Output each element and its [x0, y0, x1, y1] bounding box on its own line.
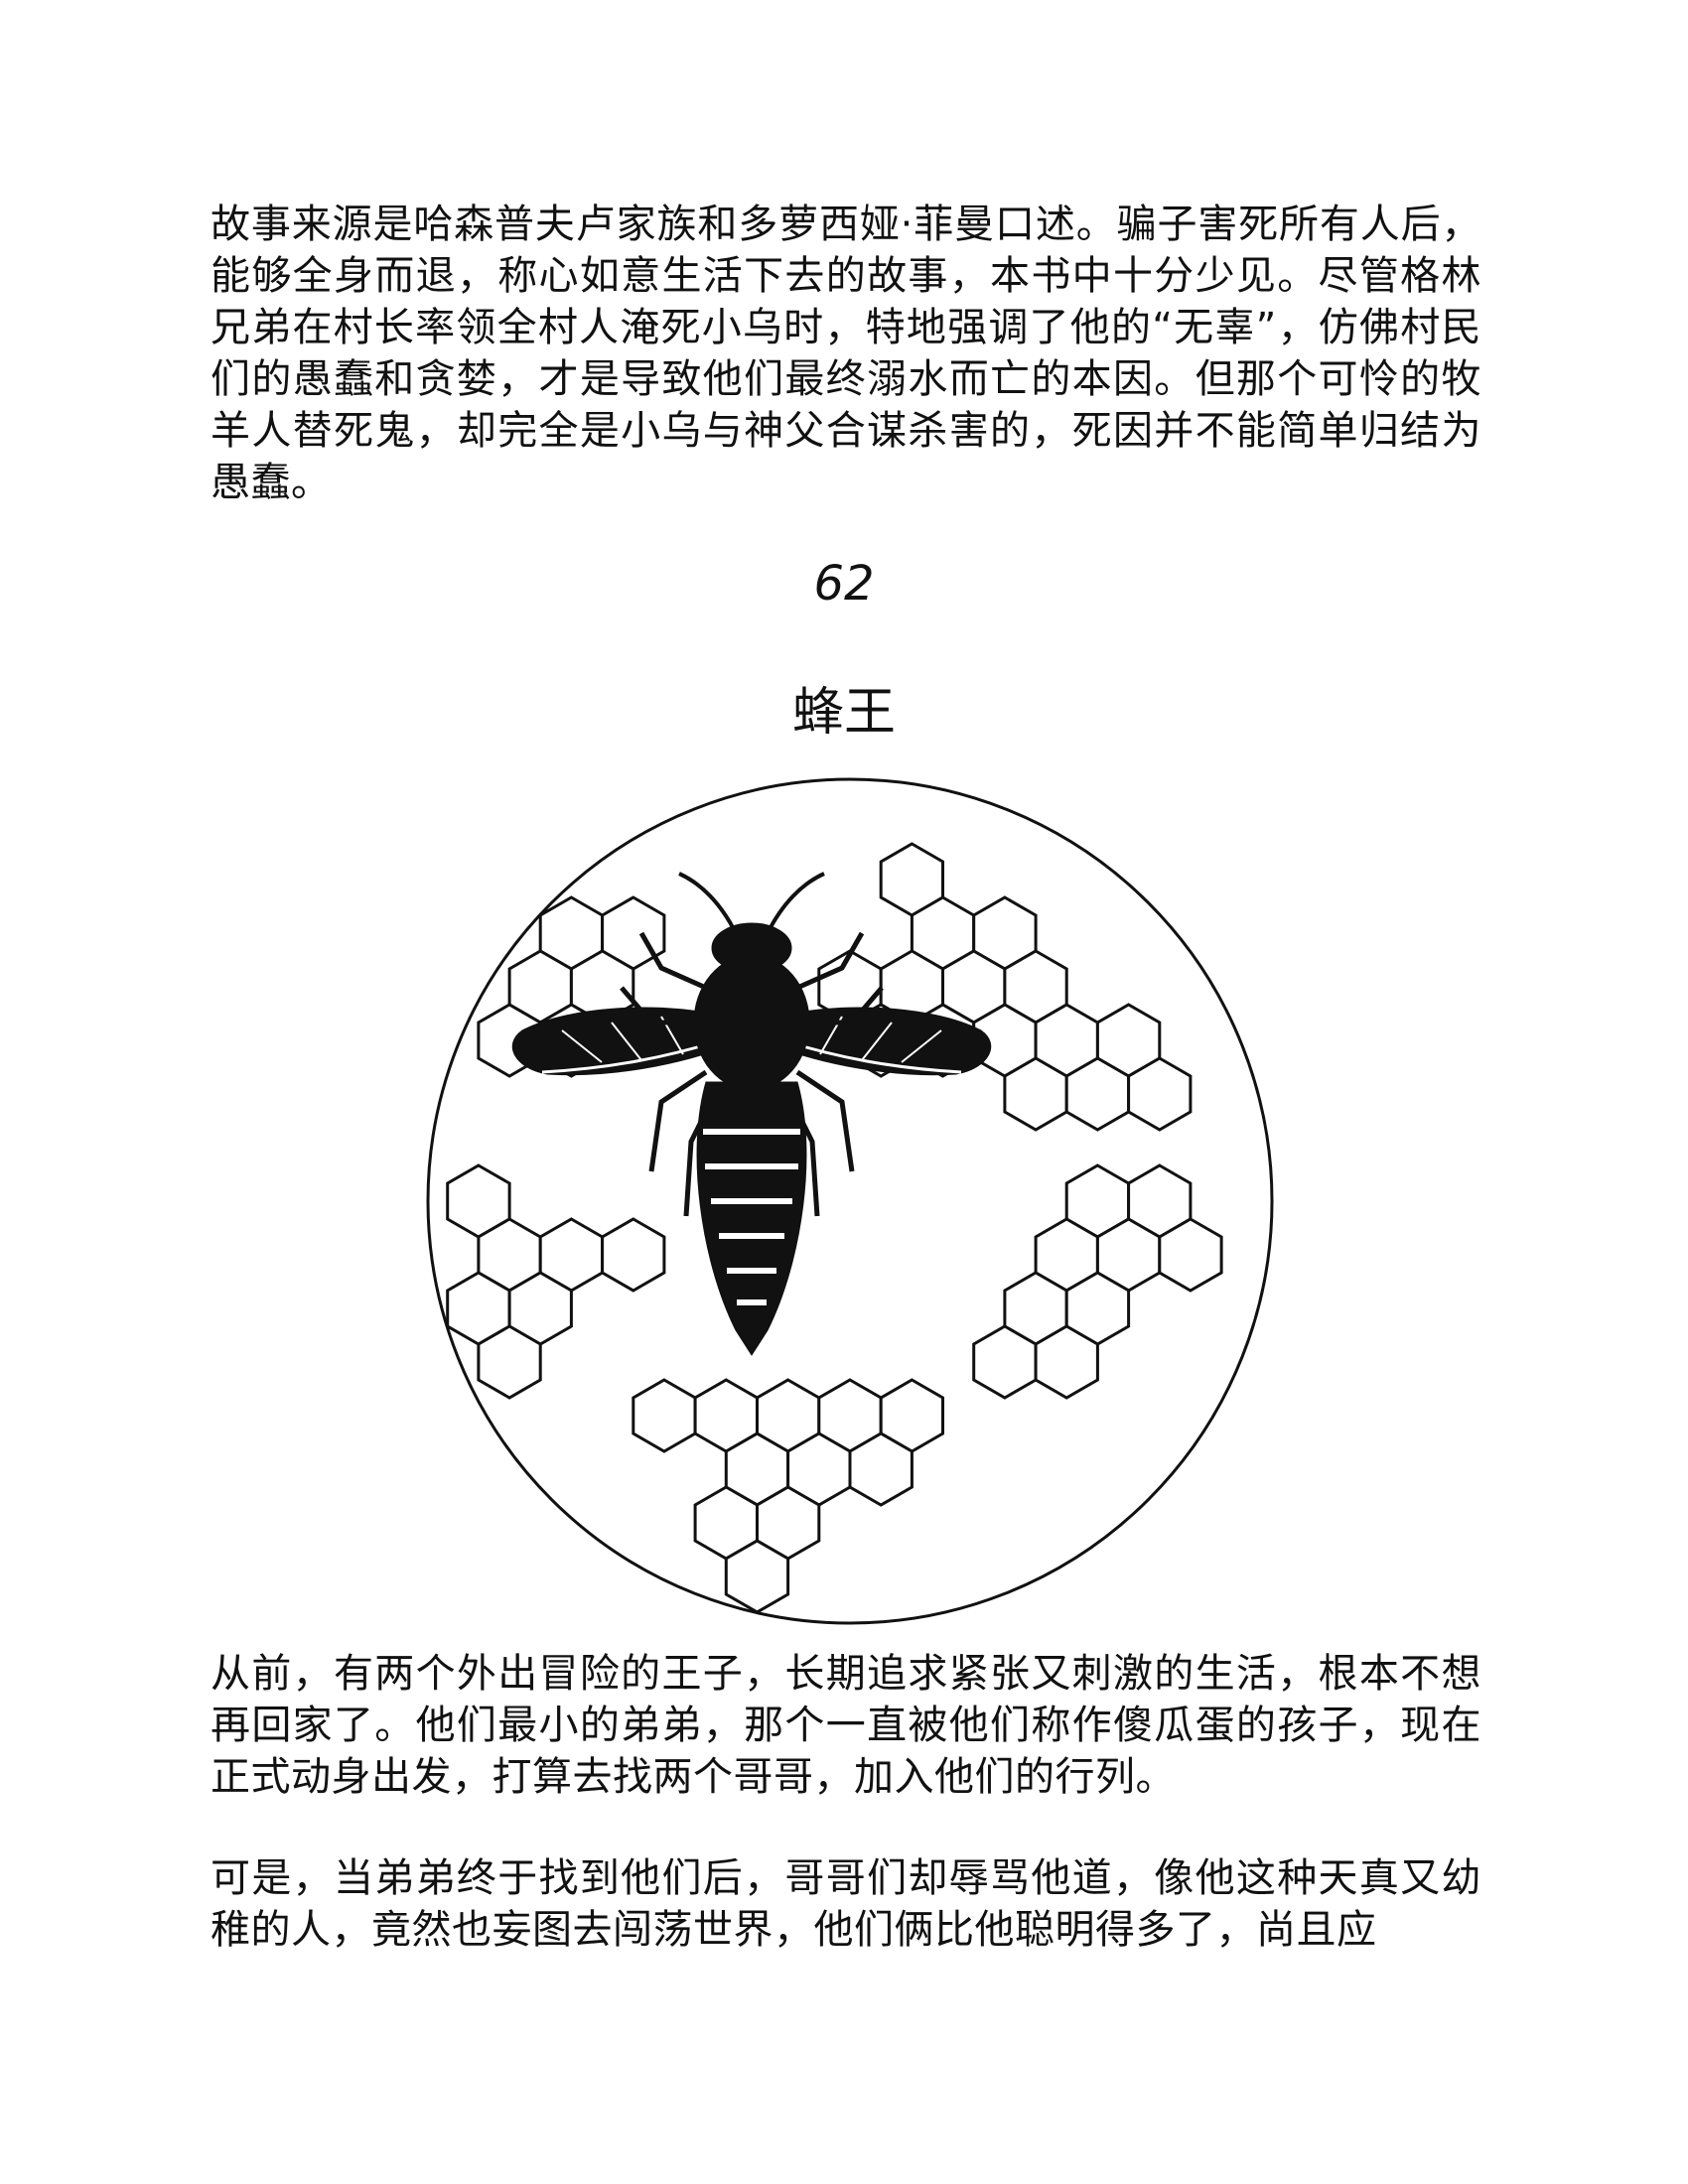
honeycomb-cell: [1034, 1324, 1099, 1400]
honeycomb-cell: [848, 1432, 914, 1507]
honeycomb-cell: [1158, 1217, 1223, 1293]
honeycomb-cell: [601, 1217, 666, 1293]
bee-abdomen: [696, 1081, 807, 1356]
honeycomb-cell: [724, 1539, 790, 1614]
honeycomb-cell: [1127, 1056, 1193, 1132]
bee-thorax: [693, 954, 810, 1091]
bee-on-honeycomb-icon: [426, 777, 1274, 1625]
story-paragraph: 可是，当弟弟终于找到他们后，哥哥们却辱骂他道，像他这种天真又幼稚的人，竟然也妄图…: [211, 1855, 1481, 1953]
bee-figure: [511, 872, 992, 1356]
story-paragraph: 从前，有两个外出冒险的王子，长期追求紧张又刺激的生活，根本不想再回家了。他们最小…: [211, 1651, 1481, 1800]
intro-paragraph: 故事来源是哈森普夫卢家族和多萝西娅·菲曼口述。骗子害死所有人后，能够全身而退，称…: [211, 202, 1481, 505]
honeycomb-cell: [477, 1324, 542, 1400]
chapter-title: 蜂王: [791, 683, 896, 743]
chapter-number: 62: [813, 556, 875, 612]
